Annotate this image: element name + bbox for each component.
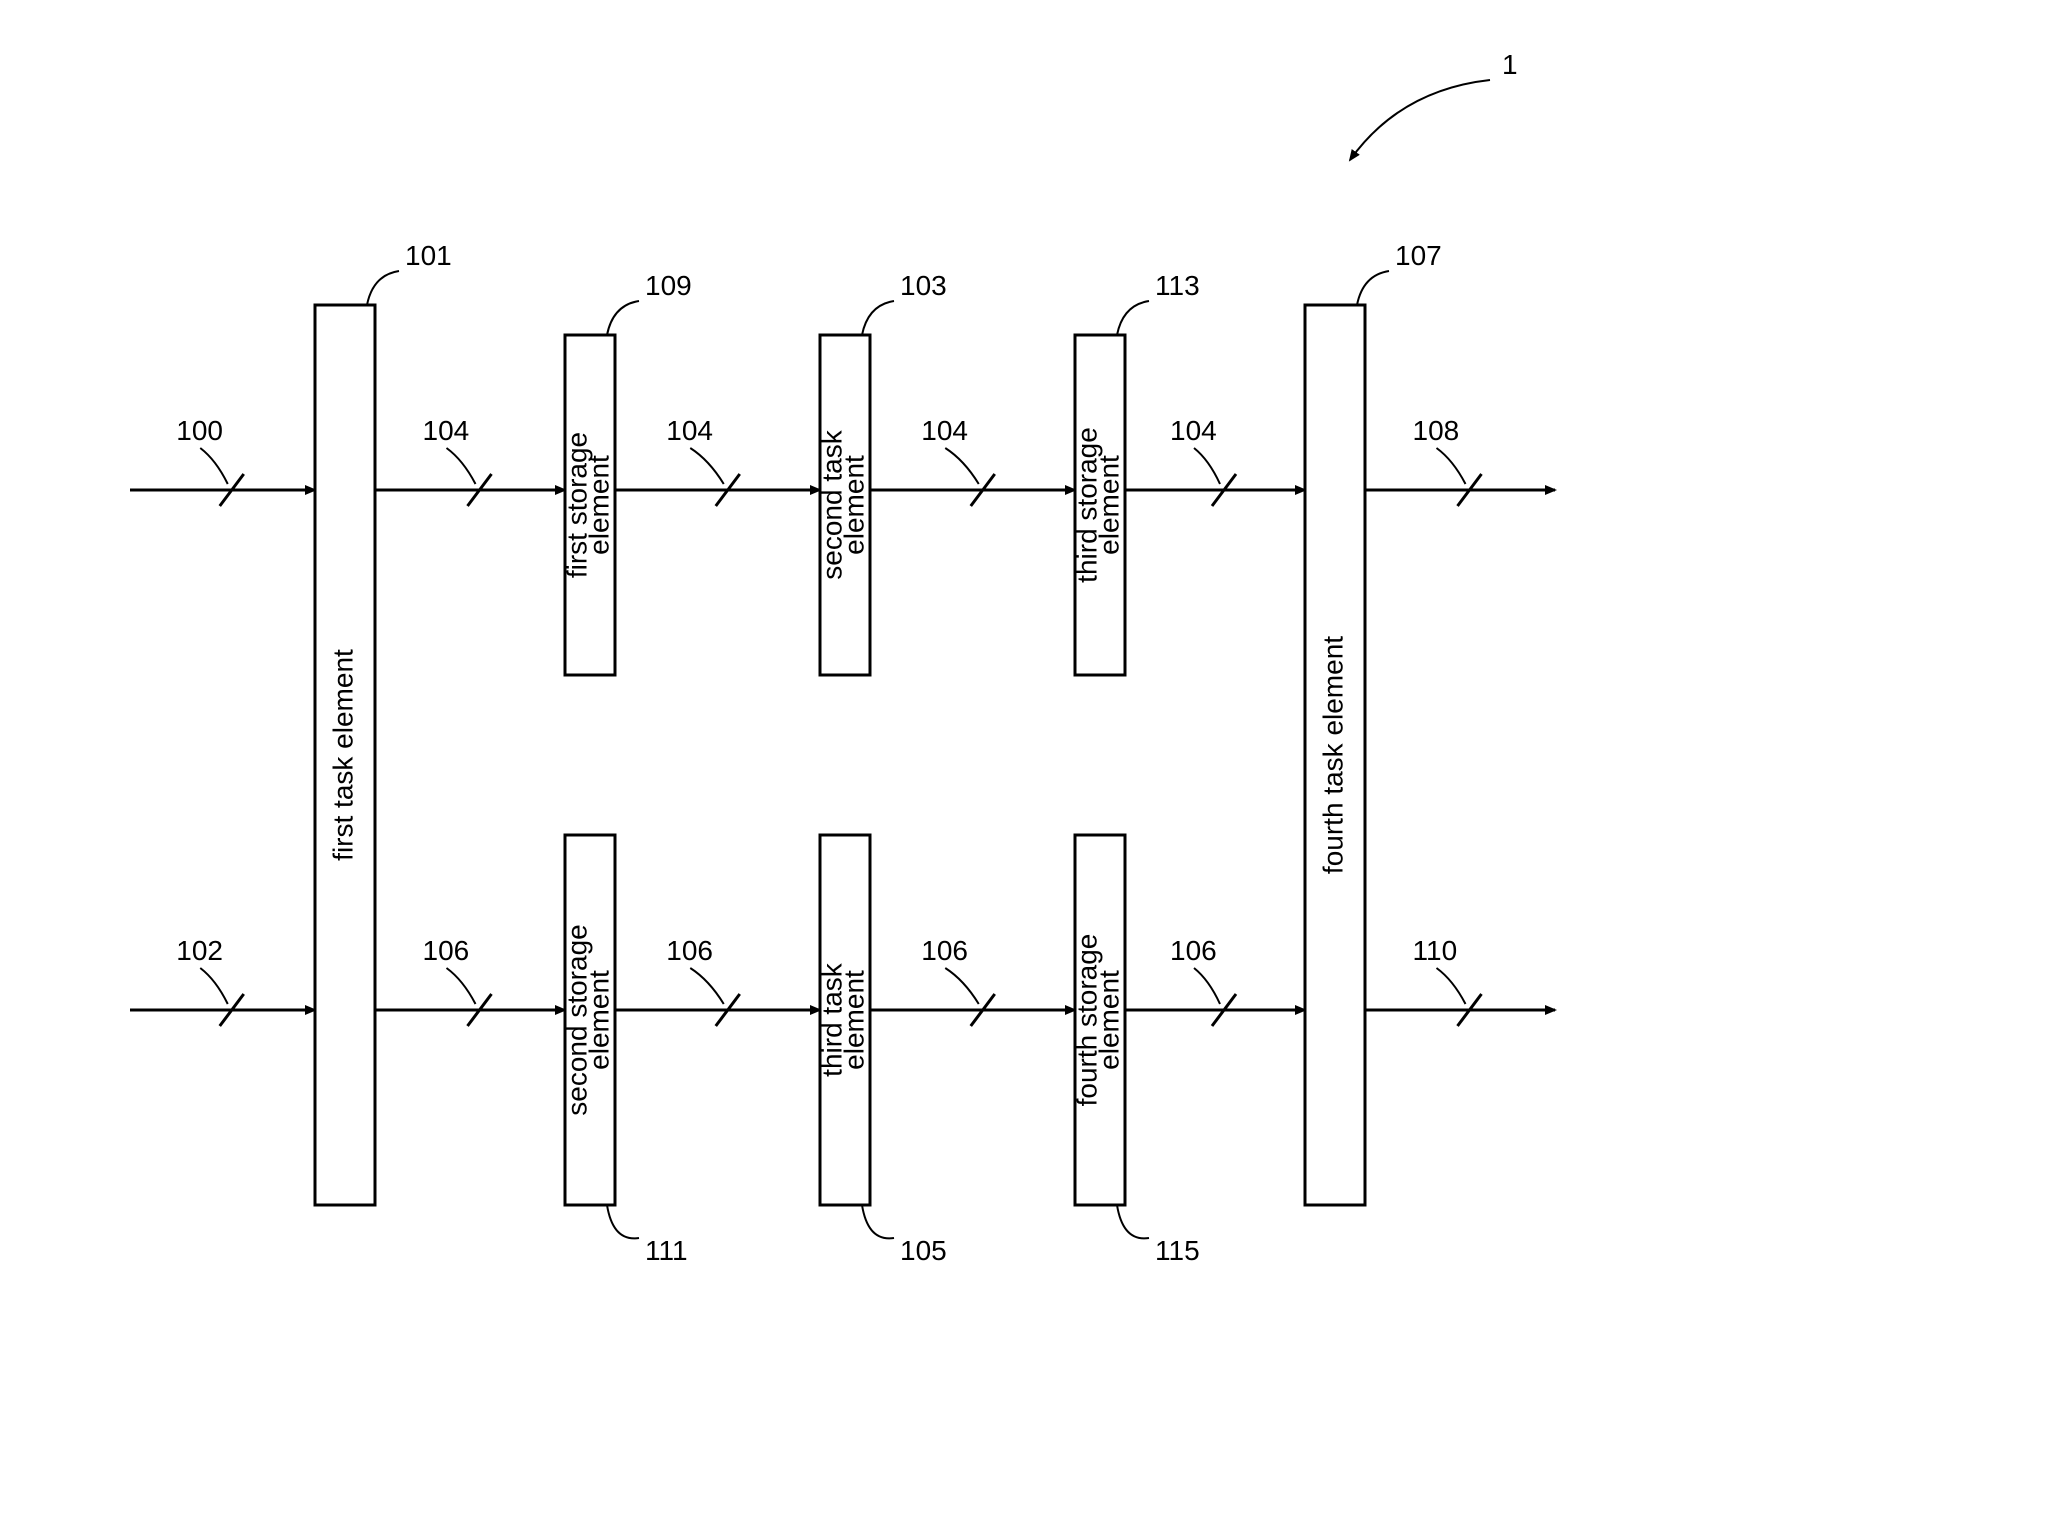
wire-104: 104 [870,415,1075,506]
block-ref-101: 101 [405,240,452,271]
block-101: first task element 101 [315,240,452,1205]
wire-106: 106 [375,935,565,1026]
block-ref-103: 103 [900,270,947,301]
block-103: second taskelement103 [816,270,946,675]
wire-108: 108 [1365,415,1555,506]
wire-ref-104: 104 [666,415,713,446]
block-111: second storageelement111 [561,835,687,1266]
block-label-107: fourth task element [1317,636,1348,874]
block-115: fourth storageelement115 [1071,835,1199,1266]
wire-ref-106: 106 [423,935,470,966]
wire-ref-104: 104 [921,415,968,446]
wire-106: 106 [1125,935,1305,1026]
block-113: third storageelement113 [1071,270,1199,675]
block-107: fourth task element 107 [1305,240,1442,1205]
wire-110: 110 [1365,935,1555,1026]
wire-ref-104: 104 [423,415,470,446]
block-ref-111: 111 [645,1235,688,1266]
block-label-103-2: element [838,455,869,555]
wire-ref-100: 100 [176,415,223,446]
wire-106: 106 [615,935,820,1026]
block-label-113-2: element [1093,455,1124,555]
block-label-101: first task element [327,649,358,861]
wire-ref-106: 106 [1170,935,1217,966]
wire-102: 102 [130,935,315,1026]
block-label-115-2: element [1093,970,1124,1070]
block-label-109-2: element [583,455,614,555]
wire-104: 104 [375,415,565,506]
block-label-105-2: element [838,970,869,1070]
wire-100: 100 [130,415,315,506]
block-ref-115: 115 [1155,1235,1200,1266]
diagram-svg: 1 100 104 104 104 104 108 102 106 106 106 106 110 fir… [0,0,2049,1538]
block-ref-113: 113 [1155,270,1200,301]
wire-104: 104 [1125,415,1305,506]
wire-106: 106 [870,935,1075,1026]
block-ref-105: 105 [900,1235,947,1266]
block-105: third taskelement105 [816,835,946,1266]
figure-leader [1350,80,1490,160]
block-ref-109: 109 [645,270,692,301]
wire-ref-104: 104 [1170,415,1217,446]
block-label-111-2: element [583,970,614,1070]
wire-ref-110: 110 [1413,935,1458,966]
block-ref-107: 107 [1395,240,1442,271]
wire-104: 104 [615,415,820,506]
wire-ref-106: 106 [666,935,713,966]
wire-ref-102: 102 [176,935,223,966]
wire-ref-108: 108 [1413,415,1460,446]
block-109: first storageelement109 [561,270,691,675]
wire-ref-106: 106 [921,935,968,966]
figure-ref-label: 1 [1502,49,1518,80]
